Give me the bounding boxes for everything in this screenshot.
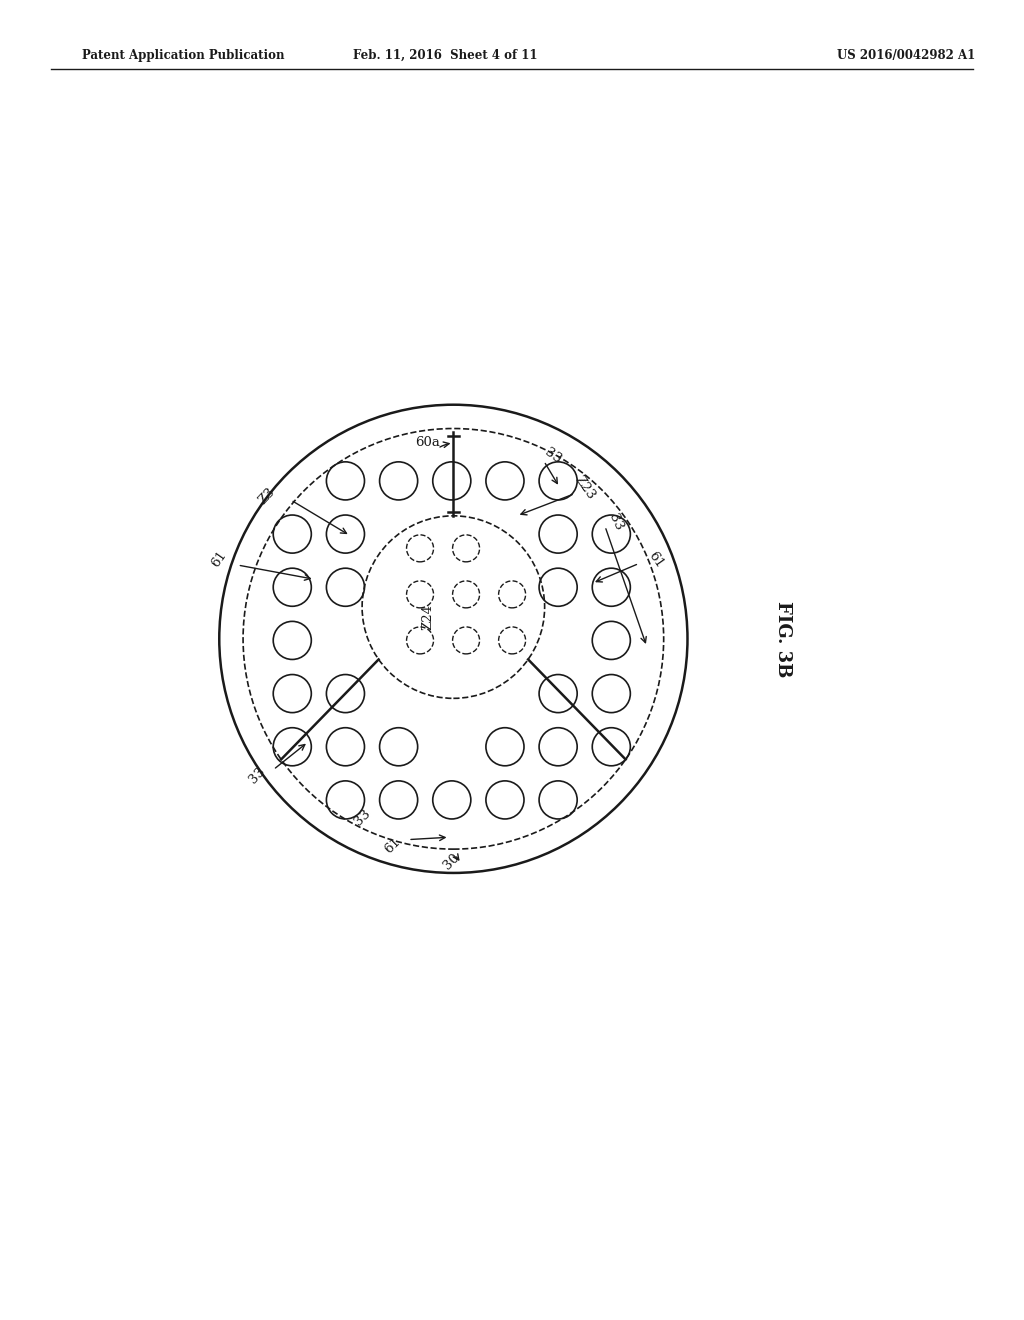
Text: 33: 33 [247,764,268,785]
Text: 30: 30 [441,851,463,873]
Text: Patent Application Publication: Patent Application Publication [82,49,285,62]
Text: 33: 33 [542,446,563,466]
Text: 61: 61 [645,549,666,570]
Text: 61: 61 [209,549,229,570]
Text: Z24: Z24 [422,605,434,631]
Text: US 2016/0042982 A1: US 2016/0042982 A1 [837,49,976,62]
Text: Z23: Z23 [571,474,597,503]
Text: 33: 33 [606,512,626,532]
Text: Feb. 11, 2016  Sheet 4 of 11: Feb. 11, 2016 Sheet 4 of 11 [353,49,538,62]
Text: 60a: 60a [416,437,440,449]
Text: Z3: Z3 [256,484,278,507]
Text: 33: 33 [351,807,373,828]
Text: 61: 61 [382,836,402,857]
Text: FIG. 3B: FIG. 3B [774,601,792,677]
